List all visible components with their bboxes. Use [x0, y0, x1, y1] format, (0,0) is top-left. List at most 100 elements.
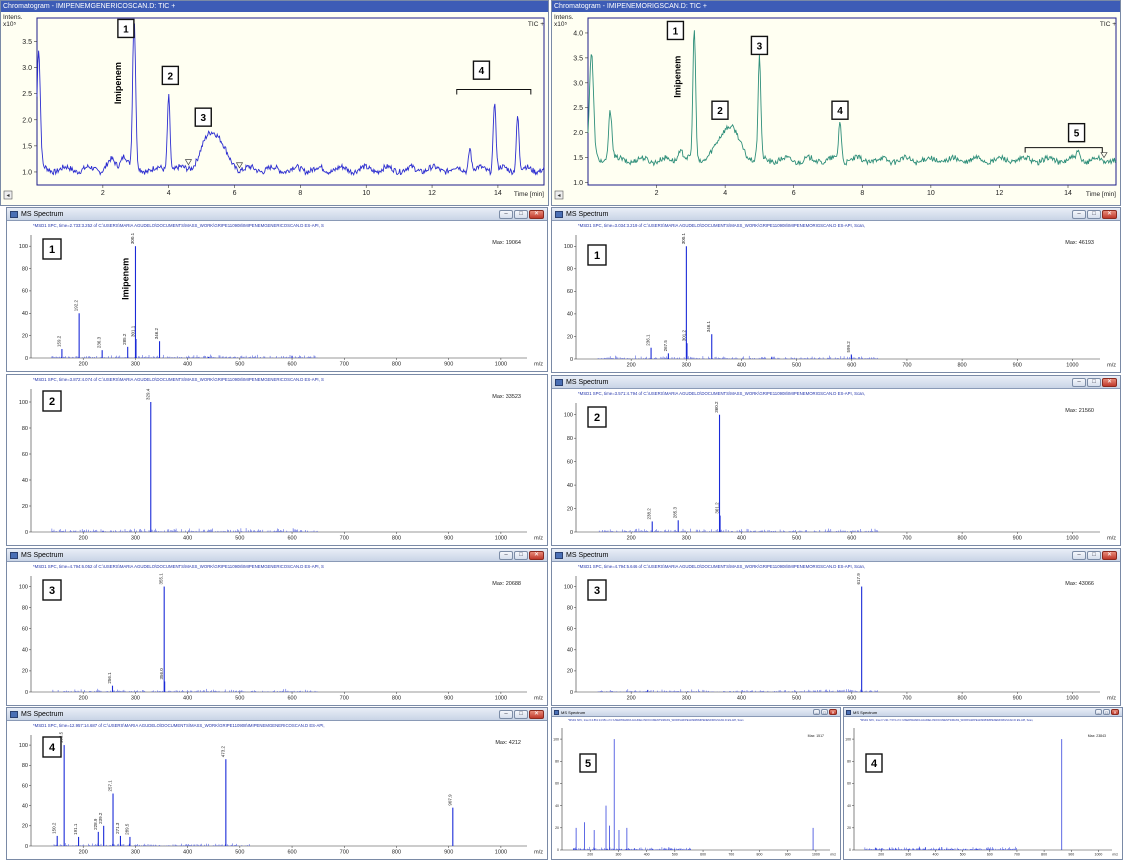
- integration-marker: [184, 159, 193, 166]
- x-tick-label: 600: [847, 696, 856, 702]
- spectrum-info-line: *MSD1 SPC, time=13.861:14.951 of C:\USER…: [568, 719, 744, 722]
- peak-mz-label: 360.2: [714, 401, 719, 413]
- maximize-button[interactable]: □: [1103, 709, 1110, 715]
- x-tick-label: 700: [728, 853, 734, 857]
- y-tick-label: 100: [19, 244, 28, 250]
- close-button[interactable]: ✕: [529, 710, 544, 719]
- region-bracket: [456, 88, 532, 95]
- maximize-button[interactable]: □: [514, 551, 528, 560]
- minimize-button[interactable]: –: [1072, 210, 1086, 219]
- y-tick-label: 100: [564, 584, 573, 590]
- max-intensity-label: Max: 4212: [495, 740, 521, 746]
- ms-spectrum-window: MS Spectrum – □ ✕ *MSD1 SPC, time=4.794:6.05…: [6, 548, 548, 706]
- window-app-icon: [10, 211, 18, 218]
- x-tick-label: 600: [700, 853, 706, 857]
- y-tick-label: 60: [567, 459, 573, 465]
- window-titlebar: MS Spectrum – □ ✕: [7, 208, 547, 221]
- spectrum-number-label: 4: [49, 742, 56, 754]
- max-intensity-label: Max: 23843: [1088, 734, 1106, 738]
- minimize-button[interactable]: –: [1095, 709, 1102, 715]
- x-axis-label: m/z: [1107, 696, 1116, 702]
- maximize-button[interactable]: □: [514, 210, 528, 219]
- y-tick-label: 40: [567, 312, 573, 318]
- y-tick-label: 20: [22, 669, 28, 675]
- scroll-button[interactable]: [554, 190, 564, 200]
- x-tick-label: 6: [792, 190, 796, 197]
- y-tick-label: 60: [22, 289, 28, 295]
- maximize-button[interactable]: □: [1087, 378, 1101, 387]
- close-button[interactable]: ✕: [1102, 210, 1117, 219]
- maximize-button[interactable]: □: [1087, 210, 1101, 219]
- y-tick-label: 100: [845, 737, 851, 741]
- ms-spectrum-window: MS Spectrum – □ ✕ *MSD1 SPC, time=2.733:3.25…: [6, 207, 548, 372]
- scroll-button[interactable]: [3, 190, 13, 200]
- x-tick-label: 1000: [495, 696, 507, 702]
- compound-label: Imipenem: [673, 56, 683, 98]
- x-tick-label: 400: [183, 362, 192, 368]
- scroll-arrow-icon: ◂: [6, 193, 9, 199]
- x-tick-label: 300: [131, 362, 140, 368]
- y-tick-label: 60: [22, 783, 28, 789]
- minimize-button[interactable]: –: [1072, 378, 1086, 387]
- maximize-button[interactable]: □: [514, 710, 528, 719]
- x-tick-label: 300: [131, 850, 140, 856]
- x-tick-label: 600: [287, 850, 296, 856]
- close-button[interactable]: ✕: [1111, 709, 1119, 715]
- minimize-button[interactable]: –: [1072, 551, 1086, 560]
- minimize-button[interactable]: –: [499, 710, 513, 719]
- y-tick-label: 3.0: [573, 80, 583, 87]
- maximize-button[interactable]: □: [821, 709, 828, 715]
- x-tick-label: 300: [615, 853, 621, 857]
- spectrum-number-box: [587, 406, 607, 428]
- chromatogram-title: Chromatogram - IMIPENEMORIGSCAN.D: TIC +: [552, 1, 1120, 12]
- y-tick-label: 0: [849, 848, 851, 852]
- compound-label: Imipenem: [113, 62, 123, 104]
- peak-mz-label: 355.1: [159, 573, 164, 585]
- peak-mz-label: 300.1: [130, 232, 135, 244]
- x-tick-label: 700: [340, 362, 349, 368]
- minimize-button[interactable]: –: [499, 210, 513, 219]
- x-tick-label: 200: [79, 362, 88, 368]
- y-tick-label: 40: [847, 804, 851, 808]
- spectrum-plot: 200 300 400 500 600 700 800 900 1000 0 20 40 60 80 100…: [553, 728, 836, 857]
- y-tick-label: 60: [22, 627, 28, 633]
- x-tick-label: 500: [960, 853, 966, 857]
- window-controls: – □ ✕: [1072, 210, 1117, 219]
- x-tick-label: 700: [1014, 853, 1020, 857]
- x-tick-label: 200: [627, 696, 636, 702]
- x-tick-label: 800: [958, 696, 967, 702]
- peak-number-label: 3: [200, 113, 206, 124]
- compound-label: Imipenem: [120, 258, 130, 300]
- ms-spectrum-window: *MSD1 SPC, time=3.872:4.074 of C:\USERS\…: [6, 374, 548, 546]
- x-tick-label: 600: [847, 363, 856, 369]
- window-app-icon: [10, 711, 18, 718]
- x-tick-label: 900: [1013, 536, 1022, 542]
- window-title: MS Spectrum: [21, 552, 64, 559]
- x-tick-label: 1000: [1066, 696, 1078, 702]
- x-tick-label: 8: [860, 190, 864, 197]
- close-button[interactable]: ✕: [1102, 378, 1117, 387]
- minimize-button[interactable]: –: [499, 551, 513, 560]
- x-tick-label: 700: [902, 696, 911, 702]
- x-tick-label: 14: [494, 190, 502, 197]
- close-button[interactable]: ✕: [829, 709, 837, 715]
- x-tick-label: 500: [792, 363, 801, 369]
- y-multiplier: x10⁵: [3, 21, 16, 28]
- close-button[interactable]: ✕: [1102, 551, 1117, 560]
- x-tick-label: 2: [101, 190, 105, 197]
- peak-mz-label: 236.1: [646, 334, 651, 346]
- minimize-button[interactable]: –: [813, 709, 820, 715]
- peak-number-box: [711, 100, 729, 120]
- y-tick-label: 80: [555, 759, 559, 763]
- close-button[interactable]: ✕: [529, 210, 544, 219]
- spectrum-number-box: [587, 244, 607, 266]
- maximize-button[interactable]: □: [1087, 551, 1101, 560]
- x-tick-label: 500: [672, 853, 678, 857]
- spectrum-info-line: *MSD1 SPC, time=4.794:6.052 of C:\USERS\…: [33, 564, 324, 569]
- close-button[interactable]: ✕: [529, 551, 544, 560]
- x-tick-label: 900: [444, 696, 453, 702]
- y-tick-label: 1.5: [22, 143, 32, 150]
- spectrum-number-box: [865, 753, 883, 773]
- y-tick-label: 60: [567, 289, 573, 295]
- peak-mz-label: 907.9: [447, 794, 452, 806]
